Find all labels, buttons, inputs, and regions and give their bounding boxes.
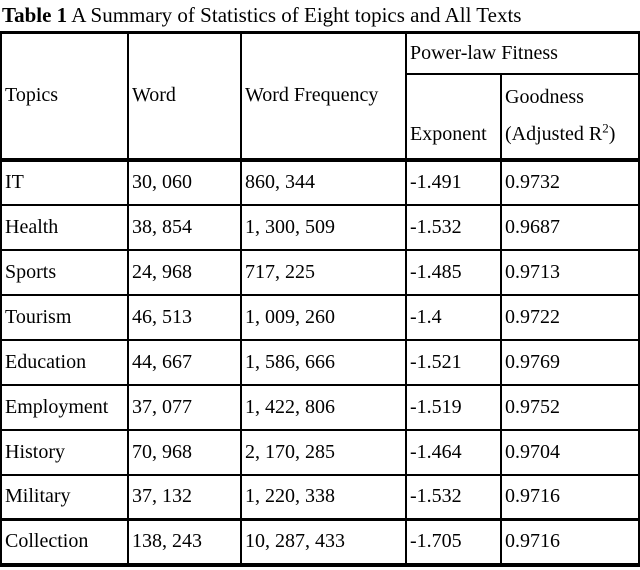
cell-word-frequency: 1, 009, 260 [240, 293, 407, 341]
cell-goodness: 0.9769 [499, 338, 640, 386]
cell-topic: History [0, 428, 129, 476]
table-row: Employment 37, 077 1, 422, 806 -1.519 0.… [0, 383, 640, 431]
cell-exponent: -1.705 [405, 518, 502, 566]
cell-exponent: -1.519 [405, 383, 502, 431]
cell-word: 138, 243 [127, 518, 242, 566]
header-goodness-line1: Goodness [505, 86, 584, 108]
header-topics: Topics [0, 31, 129, 161]
cell-goodness: 0.9716 [499, 473, 640, 521]
cell-exponent: -1.491 [405, 157, 502, 206]
cell-word-frequency: 1, 220, 338 [240, 473, 407, 521]
header-goodness: Goodness (Adjusted R2) [499, 72, 640, 161]
header-goodness-line2-pre: (Adjusted R [505, 123, 603, 145]
table-caption-text: A Summary of Statistics of Eight topics … [71, 3, 522, 27]
cell-word-frequency: 1, 422, 806 [240, 383, 407, 431]
cell-word-frequency: 2, 170, 285 [240, 428, 407, 476]
table-header: Topics Word Word Frequency Power-law Fit… [0, 31, 640, 161]
cell-goodness: 0.9716 [499, 518, 640, 566]
header-word: Word [127, 31, 242, 161]
table-row: Sports 24, 968 717, 225 -1.485 0.9713 [0, 248, 640, 296]
header-goodness-line2-post: ) [608, 123, 616, 145]
table-row: Tourism 46, 513 1, 009, 260 -1.4 0.9722 [0, 293, 640, 341]
cell-exponent: -1.464 [405, 428, 502, 476]
cell-exponent: -1.521 [405, 338, 502, 386]
cell-exponent: -1.4 [405, 293, 502, 341]
header-word-frequency: Word Frequency [240, 31, 407, 161]
cell-topic: Military [0, 473, 129, 521]
cell-goodness: 0.9713 [499, 248, 640, 296]
table-caption-label: Table 1 [2, 3, 68, 27]
table-row: IT 30, 060 860, 344 -1.491 0.9732 [0, 157, 640, 206]
cell-exponent: -1.485 [405, 248, 502, 296]
cell-topic: Health [0, 203, 129, 251]
statistics-table: Topics Word Word Frequency Power-law Fit… [0, 31, 640, 567]
cell-word: 24, 968 [127, 248, 242, 296]
cell-topic: Collection [0, 518, 129, 566]
cell-word-frequency: 10, 287, 433 [240, 518, 407, 566]
cell-word-frequency: 717, 225 [240, 248, 407, 296]
table-row: Collection 138, 243 10, 287, 433 -1.705 … [0, 518, 640, 566]
cell-goodness: 0.9752 [499, 383, 640, 431]
cell-word: 38, 854 [127, 203, 242, 251]
header-goodness-superscript: 2 [602, 120, 609, 136]
cell-topic: Sports [0, 248, 129, 296]
table-body: IT 30, 060 860, 344 -1.491 0.9732 Health… [0, 157, 640, 566]
cell-topic: Employment [0, 383, 129, 431]
cell-exponent: -1.532 [405, 473, 502, 521]
cell-goodness: 0.9722 [499, 293, 640, 341]
cell-goodness: 0.9704 [499, 428, 640, 476]
table-row: Health 38, 854 1, 300, 509 -1.532 0.9687 [0, 203, 640, 251]
cell-word-frequency: 1, 300, 509 [240, 203, 407, 251]
table-caption: Table 1 A Summary of Statistics of Eight… [0, 0, 640, 31]
cell-exponent: -1.532 [405, 203, 502, 251]
table-row: Education 44, 667 1, 586, 666 -1.521 0.9… [0, 338, 640, 386]
cell-word: 37, 077 [127, 383, 242, 431]
header-power-law-fitness: Power-law Fitness [404, 31, 640, 75]
cell-goodness: 0.9687 [499, 203, 640, 251]
cell-topic: Education [0, 338, 129, 386]
header-exponent: Exponent [405, 72, 502, 161]
cell-word: 46, 513 [127, 293, 242, 341]
cell-topic: IT [0, 157, 129, 206]
cell-topic: Tourism [0, 293, 129, 341]
table-row: Military 37, 132 1, 220, 338 -1.532 0.97… [0, 473, 640, 521]
table-row: History 70, 968 2, 170, 285 -1.464 0.970… [0, 428, 640, 476]
cell-goodness: 0.9732 [499, 157, 640, 206]
cell-word-frequency: 1, 586, 666 [240, 338, 407, 386]
cell-word: 70, 968 [127, 428, 242, 476]
cell-word: 30, 060 [127, 157, 242, 206]
cell-word-frequency: 860, 344 [240, 157, 407, 206]
cell-word: 44, 667 [127, 338, 242, 386]
cell-word: 37, 132 [127, 473, 242, 521]
